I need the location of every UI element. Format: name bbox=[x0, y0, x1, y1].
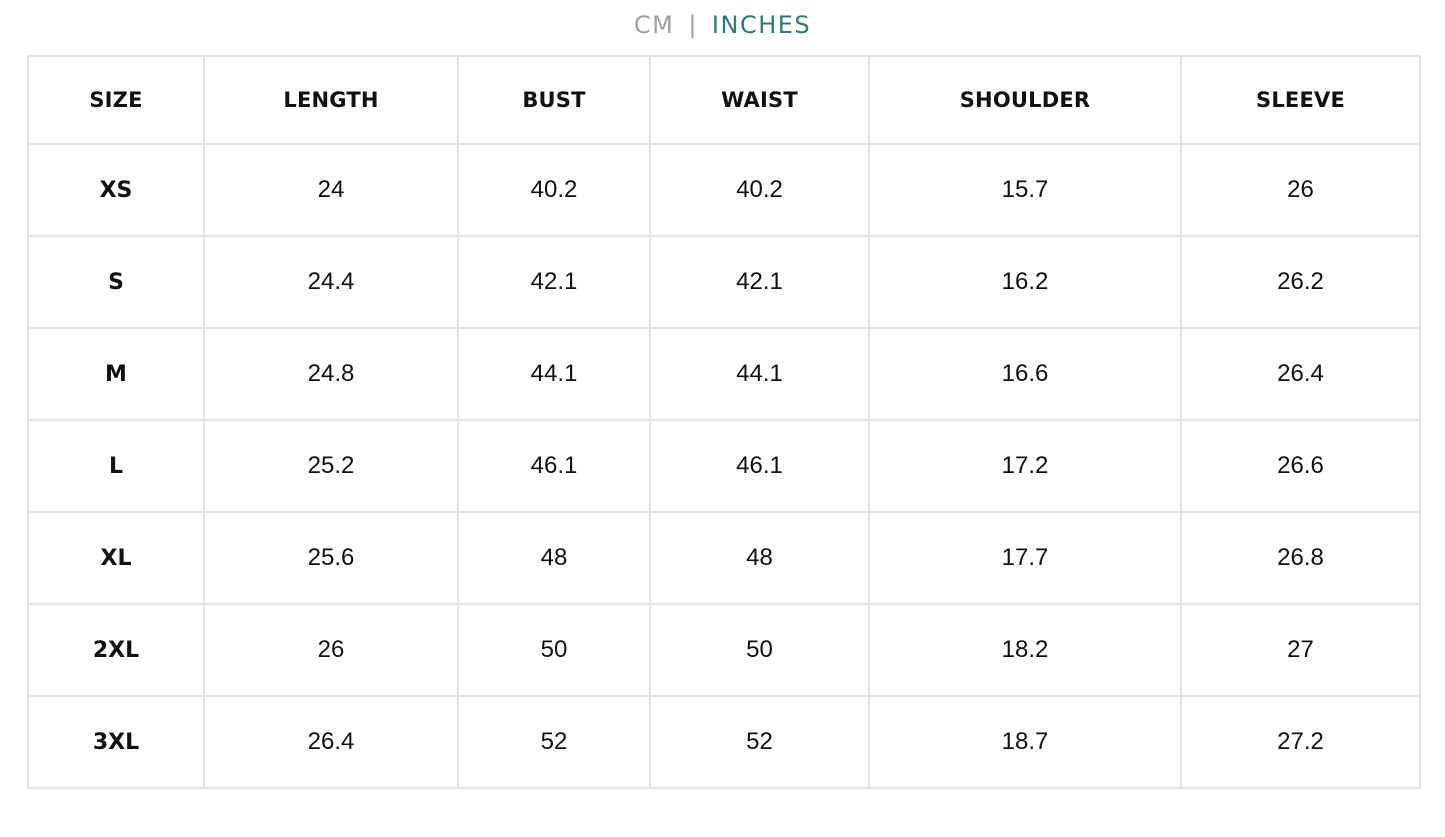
column-header-length: LENGTH bbox=[203, 55, 459, 145]
length-value: 25.2 bbox=[203, 419, 459, 513]
bust-value: 44.1 bbox=[457, 327, 651, 421]
size-label: 3XL bbox=[27, 695, 205, 789]
length-value: 24 bbox=[203, 143, 459, 237]
bust-value: 52 bbox=[457, 695, 651, 789]
length-value: 26.4 bbox=[203, 695, 459, 789]
shoulder-value: 16.2 bbox=[868, 235, 1182, 329]
waist-value: 42.1 bbox=[649, 235, 870, 329]
waist-value: 48 bbox=[649, 511, 870, 605]
waist-value: 52 bbox=[649, 695, 870, 789]
sleeve-value: 26.8 bbox=[1180, 511, 1421, 605]
table-row: XS 24 40.2 40.2 15.7 26 bbox=[27, 143, 1421, 237]
unit-toggle: CM | INCHES bbox=[0, 8, 1445, 42]
column-header-shoulder: SHOULDER bbox=[868, 55, 1182, 145]
sleeve-value: 26.4 bbox=[1180, 327, 1421, 421]
unit-separator: | bbox=[688, 11, 698, 39]
column-header-waist: WAIST bbox=[649, 55, 870, 145]
waist-value: 46.1 bbox=[649, 419, 870, 513]
sleeve-value: 26.2 bbox=[1180, 235, 1421, 329]
size-chart-table: SIZE LENGTH BUST WAIST SHOULDER SLEEVE X… bbox=[27, 55, 1421, 789]
table-row: 3XL 26.4 52 52 18.7 27.2 bbox=[27, 695, 1421, 789]
size-label: L bbox=[27, 419, 205, 513]
size-label: M bbox=[27, 327, 205, 421]
length-value: 25.6 bbox=[203, 511, 459, 605]
cm-unit-option[interactable]: CM bbox=[633, 11, 675, 39]
table-header-row: SIZE LENGTH BUST WAIST SHOULDER SLEEVE bbox=[27, 55, 1421, 145]
length-value: 26 bbox=[203, 603, 459, 697]
length-value: 24.4 bbox=[203, 235, 459, 329]
size-label: 2XL bbox=[27, 603, 205, 697]
bust-value: 48 bbox=[457, 511, 651, 605]
length-value: 24.8 bbox=[203, 327, 459, 421]
bust-value: 46.1 bbox=[457, 419, 651, 513]
table-row: 2XL 26 50 50 18.2 27 bbox=[27, 603, 1421, 697]
column-header-sleeve: SLEEVE bbox=[1180, 55, 1421, 145]
size-label: XL bbox=[27, 511, 205, 605]
shoulder-value: 16.6 bbox=[868, 327, 1182, 421]
shoulder-value: 17.2 bbox=[868, 419, 1182, 513]
shoulder-value: 18.2 bbox=[868, 603, 1182, 697]
table-row: L 25.2 46.1 46.1 17.2 26.6 bbox=[27, 419, 1421, 513]
sleeve-value: 26.6 bbox=[1180, 419, 1421, 513]
table-row: S 24.4 42.1 42.1 16.2 26.2 bbox=[27, 235, 1421, 329]
waist-value: 40.2 bbox=[649, 143, 870, 237]
sleeve-value: 27.2 bbox=[1180, 695, 1421, 789]
waist-value: 50 bbox=[649, 603, 870, 697]
bust-value: 42.1 bbox=[457, 235, 651, 329]
bust-value: 40.2 bbox=[457, 143, 651, 237]
size-label: XS bbox=[27, 143, 205, 237]
bust-value: 50 bbox=[457, 603, 651, 697]
shoulder-value: 17.7 bbox=[868, 511, 1182, 605]
inches-unit-option[interactable]: INCHES bbox=[711, 11, 812, 39]
size-label: S bbox=[27, 235, 205, 329]
shoulder-value: 15.7 bbox=[868, 143, 1182, 237]
waist-value: 44.1 bbox=[649, 327, 870, 421]
column-header-size: SIZE bbox=[27, 55, 205, 145]
table-row: M 24.8 44.1 44.1 16.6 26.4 bbox=[27, 327, 1421, 421]
table-row: XL 25.6 48 48 17.7 26.8 bbox=[27, 511, 1421, 605]
sleeve-value: 26 bbox=[1180, 143, 1421, 237]
sleeve-value: 27 bbox=[1180, 603, 1421, 697]
shoulder-value: 18.7 bbox=[868, 695, 1182, 789]
column-header-bust: BUST bbox=[457, 55, 651, 145]
